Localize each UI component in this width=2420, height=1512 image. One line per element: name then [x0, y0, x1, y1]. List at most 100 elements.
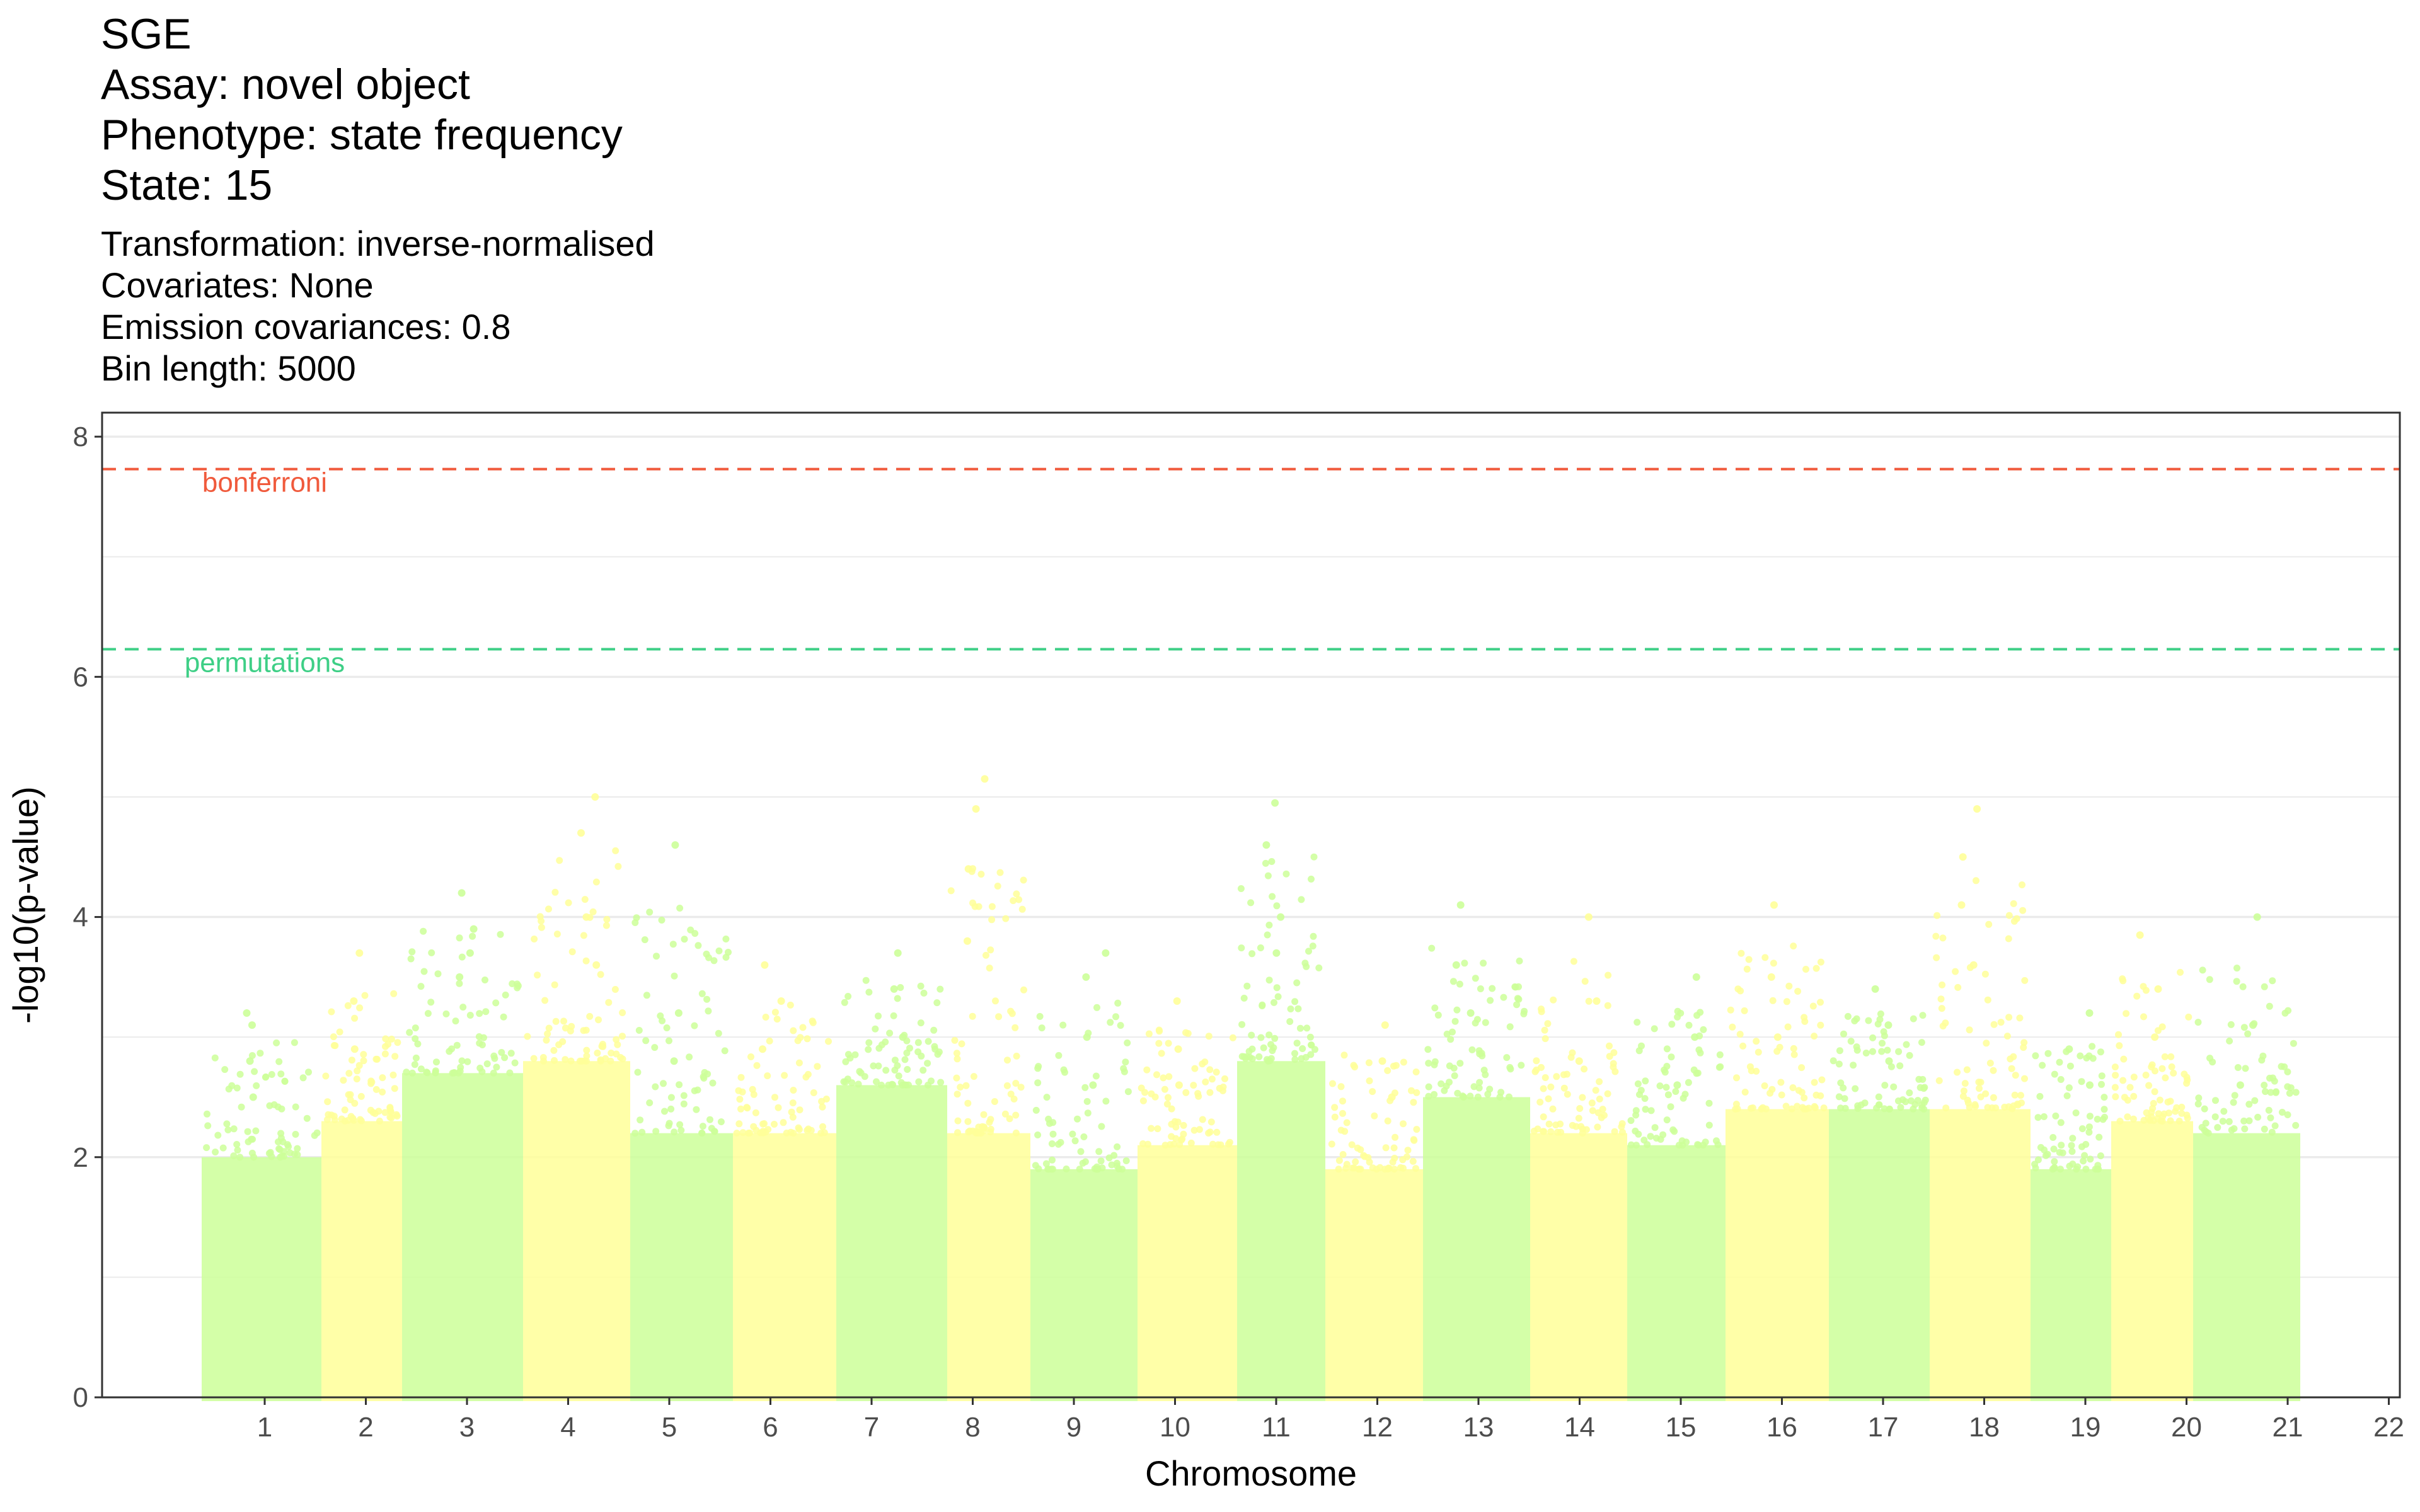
- data-point: [1165, 1073, 1173, 1080]
- data-point: [2150, 1099, 2157, 1107]
- data-point: [1886, 1106, 1893, 1113]
- data-point: [1482, 1019, 1489, 1026]
- data-point: [1315, 964, 1323, 971]
- data-point: [1343, 1119, 1351, 1126]
- data-point: [341, 1106, 349, 1114]
- data-point: [666, 1120, 673, 1127]
- data-point: [1852, 1085, 1859, 1092]
- data-point: [1811, 1079, 1818, 1086]
- x-tick-label-chr-4: 4: [560, 1412, 575, 1443]
- data-point: [870, 1062, 877, 1070]
- data-point: [1114, 1143, 1121, 1150]
- data-point: [2212, 1097, 2219, 1104]
- x-tick-label-chr-21: 21: [2273, 1412, 2303, 1443]
- data-point: [1840, 1030, 1847, 1038]
- data-point: [1801, 1094, 1808, 1102]
- data-point: [2094, 1166, 2101, 1173]
- data-point: [244, 1128, 251, 1135]
- data-point: [1335, 1157, 1343, 1164]
- data-point: [1611, 1128, 1618, 1135]
- data-point: [1392, 1062, 1400, 1069]
- data-point: [556, 857, 563, 864]
- data-point: [1294, 1005, 1302, 1012]
- data-point: [2168, 1063, 2175, 1070]
- data-point: [789, 1113, 797, 1121]
- data-point: [1745, 956, 1753, 963]
- data-point: [1611, 1068, 1619, 1075]
- data-point: [642, 1037, 650, 1045]
- data-point: [917, 1019, 925, 1027]
- data-point: [1167, 1141, 1174, 1148]
- point-cloud: [202, 1157, 321, 1401]
- chromosome-13-points: [1423, 901, 1530, 1401]
- data-point: [1466, 1092, 1474, 1100]
- data-point: [653, 953, 660, 960]
- point-cloud: [321, 1121, 402, 1401]
- data-point: [947, 887, 955, 895]
- data-point: [1335, 1166, 1342, 1173]
- chromosome-16-points: [1726, 901, 1829, 1401]
- data-point: [1110, 1152, 1118, 1159]
- x-tick-label-chr-11: 11: [1262, 1412, 1291, 1443]
- data-point: [1408, 1087, 1415, 1094]
- data-point: [1865, 1017, 1872, 1024]
- data-point: [1049, 1130, 1057, 1138]
- data-point: [920, 989, 928, 997]
- data-point: [236, 1070, 244, 1078]
- data-point: [1089, 1081, 1097, 1089]
- data-point: [214, 1131, 222, 1139]
- data-point: [2245, 1117, 2253, 1125]
- data-point: [1627, 1141, 1635, 1148]
- data-point: [268, 1071, 275, 1078]
- data-point: [951, 1036, 959, 1044]
- data-point: [1879, 1040, 1886, 1047]
- data-point: [2085, 1123, 2093, 1131]
- data-point: [350, 1045, 359, 1053]
- data-point: [1425, 1060, 1432, 1067]
- chromosome-10-points: [1138, 997, 1237, 1401]
- data-point: [434, 970, 442, 978]
- data-point: [1536, 1098, 1544, 1106]
- data-point: [2086, 1113, 2094, 1120]
- data-point: [901, 1056, 909, 1063]
- data-point: [2099, 1116, 2107, 1123]
- data-point: [698, 1130, 706, 1137]
- data-point: [372, 1055, 380, 1063]
- data-point: [819, 1103, 826, 1111]
- data-point: [1762, 1105, 1770, 1113]
- data-point: [543, 1036, 550, 1044]
- data-point: [1487, 997, 1494, 1004]
- data-point: [248, 1052, 256, 1059]
- data-point: [2005, 912, 2013, 919]
- data-point: [1248, 1045, 1256, 1053]
- chromosome-4-points: [523, 793, 630, 1401]
- data-point: [456, 980, 463, 987]
- data-point: [348, 1057, 355, 1064]
- data-point: [2008, 1065, 2015, 1072]
- data-point: [577, 829, 585, 837]
- data-point: [1451, 1072, 1458, 1079]
- data-point: [2271, 1122, 2279, 1130]
- point-cloud: [402, 1073, 523, 1401]
- data-point: [230, 1152, 238, 1160]
- data-point: [550, 1046, 558, 1054]
- data-point: [1404, 1147, 1412, 1154]
- data-point: [722, 954, 730, 961]
- data-point: [1713, 1137, 1720, 1145]
- data-point: [661, 1108, 668, 1115]
- data-point: [1156, 1028, 1163, 1035]
- data-point: [582, 957, 590, 965]
- data-point: [1661, 1068, 1669, 1076]
- data-point: [1773, 1033, 1782, 1041]
- data-point: [1656, 1082, 1664, 1090]
- chromosome-21-points: [2193, 913, 2300, 1401]
- data-point: [493, 1063, 500, 1071]
- data-point: [2262, 1088, 2269, 1096]
- data-point: [2011, 1091, 2019, 1099]
- data-point: [1977, 1079, 1985, 1086]
- data-point: [2206, 1055, 2213, 1062]
- data-point: [1850, 1062, 1857, 1069]
- data-point: [1805, 1104, 1812, 1112]
- data-point: [2126, 1084, 2134, 1091]
- data-point: [1248, 1055, 1256, 1063]
